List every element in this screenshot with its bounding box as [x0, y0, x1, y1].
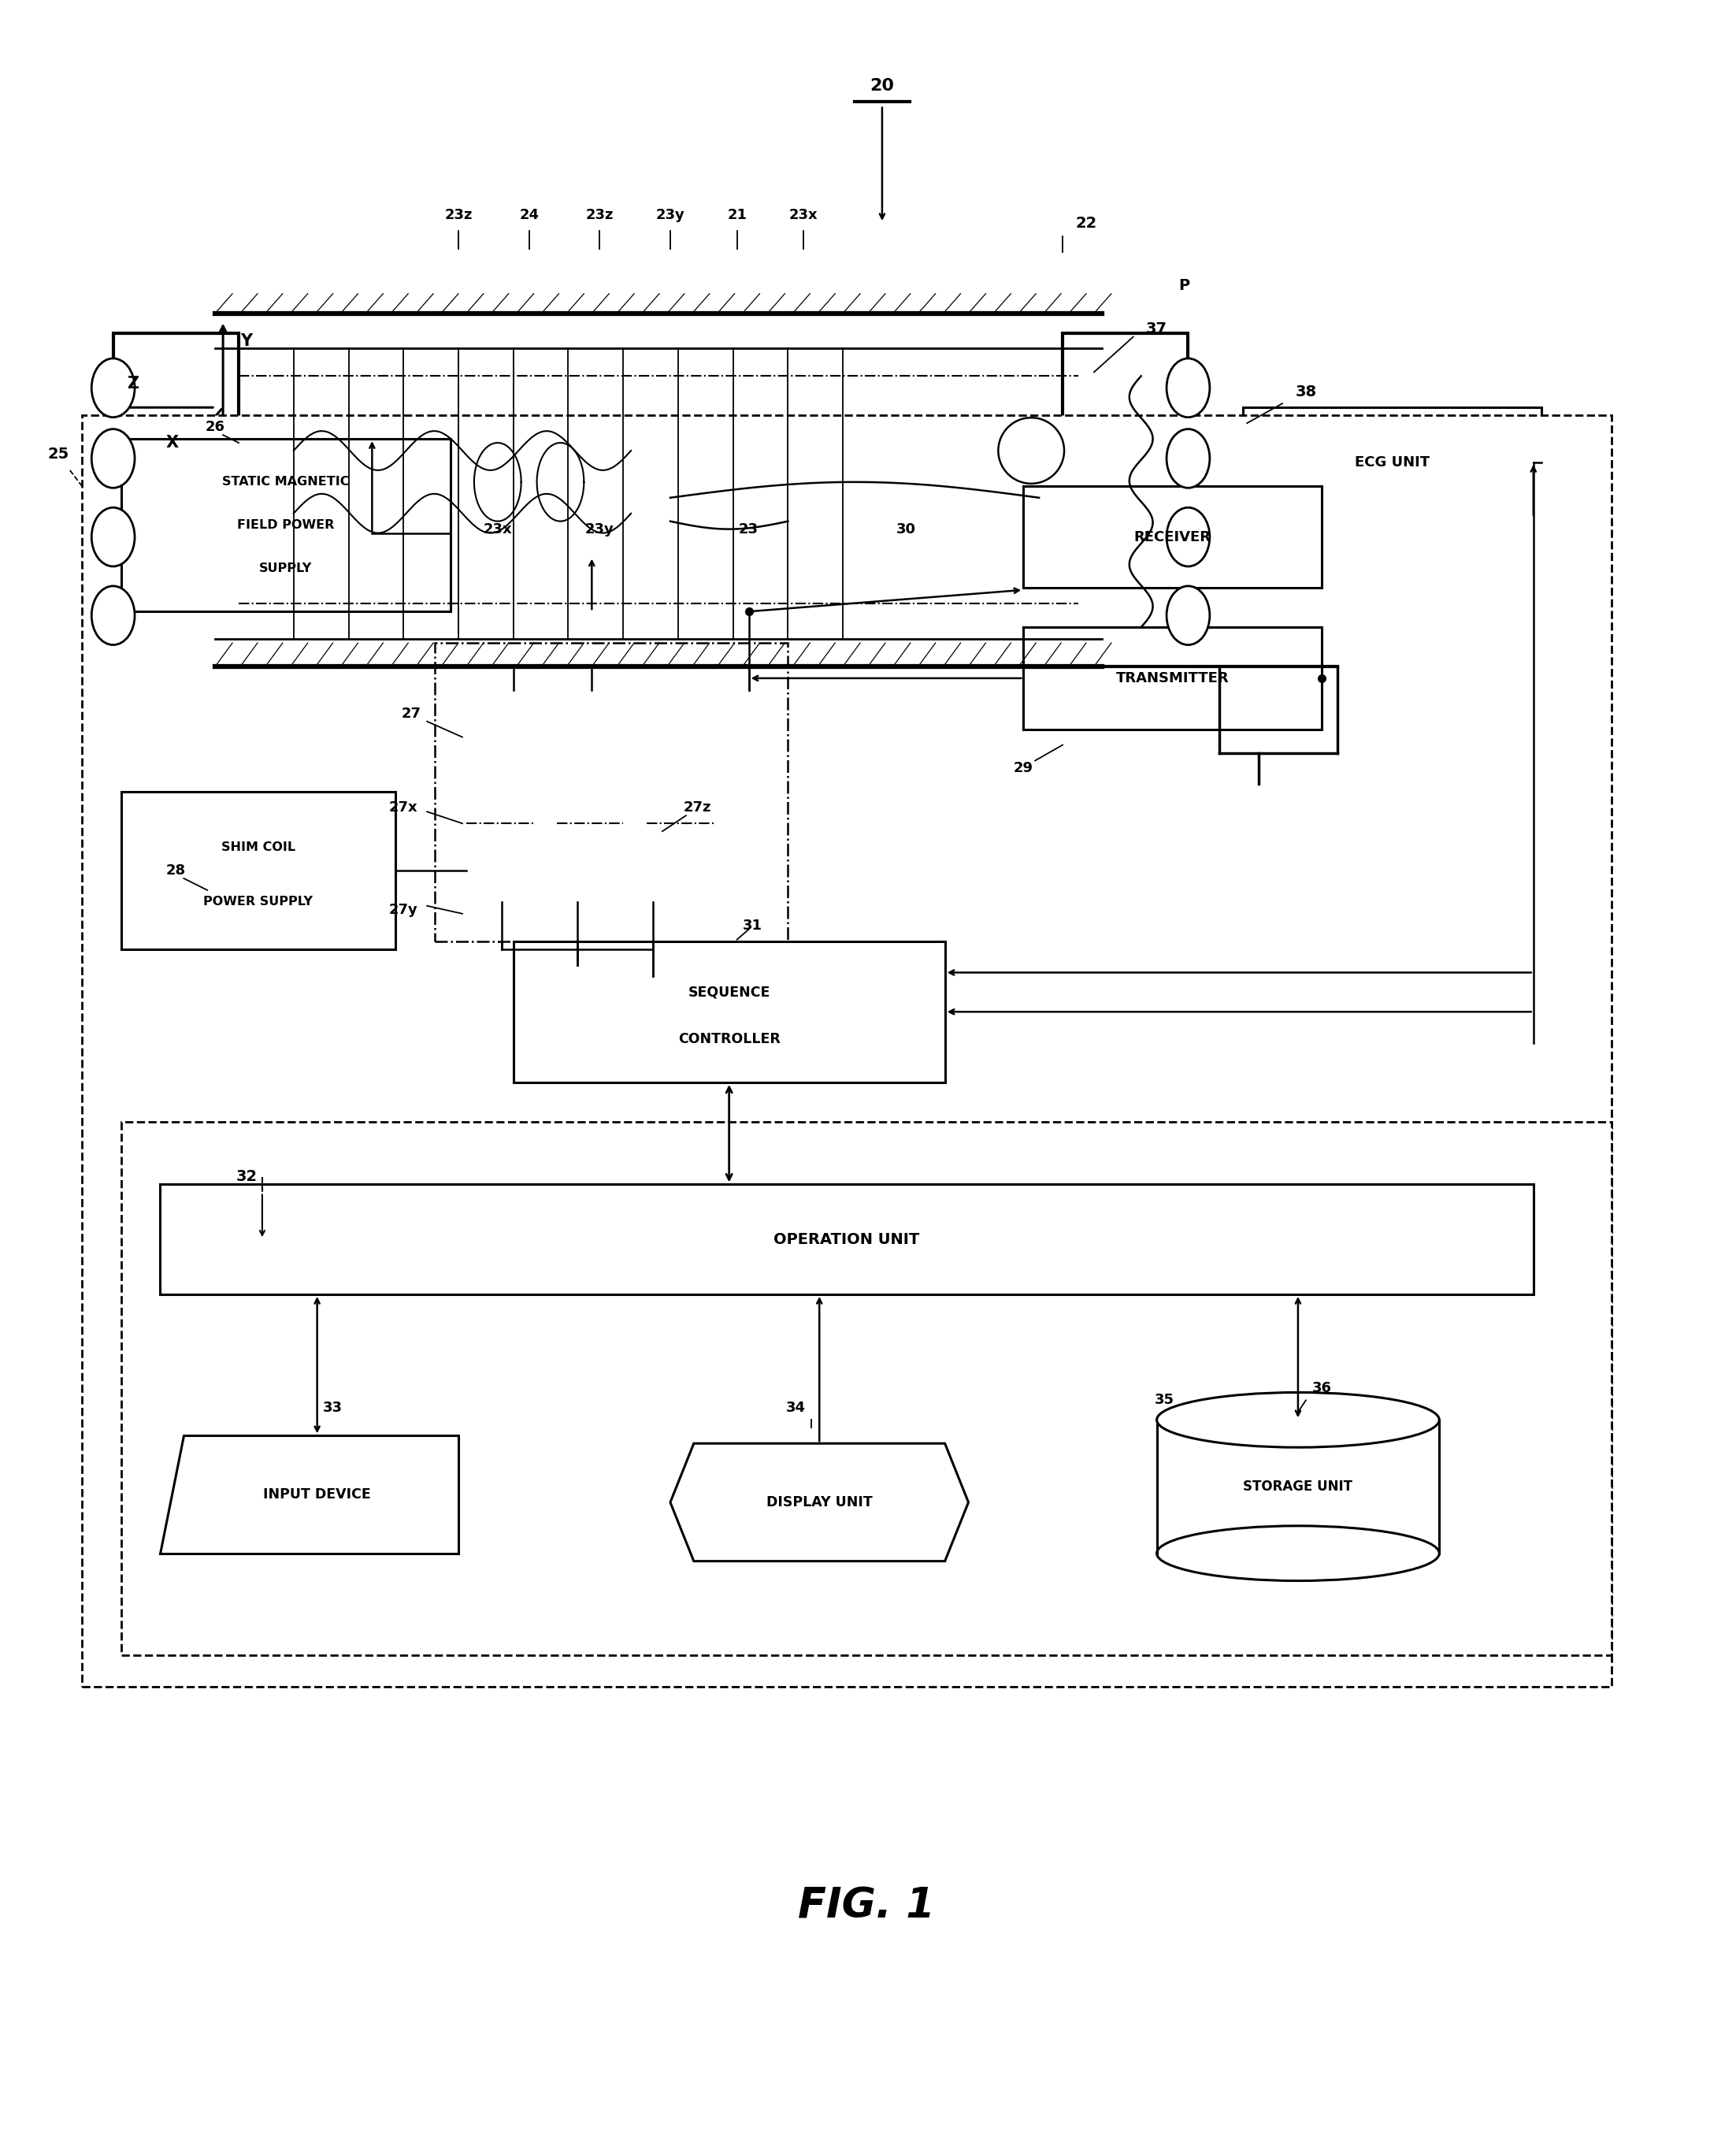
Text: 24: 24 [519, 208, 538, 223]
Text: 27z: 27z [684, 800, 712, 815]
Bar [82, 416, 1613, 1687]
Text: 20: 20 [870, 77, 894, 94]
Text: 34: 34 [786, 1401, 806, 1414]
Text: STATIC MAGNETIC: STATIC MAGNETIC [222, 476, 349, 487]
Text: SHIM COIL: SHIM COIL [220, 841, 295, 852]
Text: ECG UNIT: ECG UNIT [1354, 455, 1430, 470]
Text: FIELD POWER: FIELD POWER [238, 519, 335, 530]
Bar [396, 438, 451, 564]
Polygon shape [160, 1436, 458, 1554]
Bar [122, 1122, 1613, 1655]
Text: 23z: 23z [444, 208, 472, 223]
Text: 33: 33 [323, 1401, 342, 1414]
Bar [434, 644, 788, 942]
Text: 36: 36 [1312, 1382, 1332, 1395]
Bar [160, 1185, 1533, 1294]
Text: 32: 32 [236, 1170, 257, 1185]
Text: 21: 21 [727, 208, 746, 223]
Text: Z: Z [127, 376, 139, 393]
Bar [1243, 408, 1542, 517]
Text: 25: 25 [47, 446, 69, 461]
Text: 27: 27 [401, 706, 422, 721]
Bar [1062, 333, 1187, 646]
Text: DISPLAY UNIT: DISPLAY UNIT [766, 1496, 873, 1509]
Bar [648, 721, 713, 901]
Text: INPUT DEVICE: INPUT DEVICE [264, 1487, 372, 1502]
Text: 23y: 23y [585, 521, 615, 536]
Text: 37: 37 [1146, 322, 1167, 337]
Bar [1023, 485, 1321, 588]
Bar [325, 438, 380, 564]
Ellipse shape [92, 586, 135, 646]
Bar [1203, 781, 1321, 807]
Text: 23x: 23x [790, 208, 818, 223]
Text: POWER SUPPLY: POWER SUPPLY [203, 897, 312, 908]
Bar [467, 438, 521, 485]
Text: TRANSMITTER: TRANSMITTER [1116, 672, 1229, 685]
Text: SUPPLY: SUPPLY [259, 562, 312, 575]
Text: 26: 26 [205, 421, 226, 433]
Text: 31: 31 [743, 918, 762, 934]
Text: SEQUENCE: SEQUENCE [687, 985, 771, 1000]
Ellipse shape [1167, 358, 1210, 416]
Bar [467, 438, 521, 564]
Polygon shape [670, 1444, 969, 1560]
Bar [113, 333, 238, 646]
Text: 35: 35 [1154, 1393, 1175, 1408]
Text: X: X [165, 436, 179, 451]
Text: 22: 22 [1075, 215, 1097, 230]
Bar [122, 792, 396, 949]
Text: CONTROLLER: CONTROLLER [679, 1032, 779, 1047]
Text: 23y: 23y [656, 208, 684, 223]
Text: 30: 30 [896, 521, 915, 536]
Bar [122, 438, 451, 612]
Ellipse shape [1156, 1393, 1439, 1446]
Text: P: P [1179, 279, 1189, 294]
Text: Y: Y [241, 333, 252, 348]
Text: 27y: 27y [389, 903, 418, 916]
Text: 23: 23 [740, 521, 759, 536]
Ellipse shape [1167, 429, 1210, 487]
Ellipse shape [92, 358, 135, 416]
Text: 29: 29 [1014, 762, 1033, 775]
Ellipse shape [92, 506, 135, 567]
Text: FIG. 1: FIG. 1 [799, 1886, 936, 1927]
Text: 23x: 23x [483, 521, 512, 536]
Text: 27x: 27x [389, 800, 418, 815]
Text: 28: 28 [167, 863, 186, 878]
Ellipse shape [1167, 506, 1210, 567]
Ellipse shape [1156, 1526, 1439, 1582]
Text: STORAGE UNIT: STORAGE UNIT [1243, 1479, 1352, 1494]
Ellipse shape [1167, 586, 1210, 646]
Text: OPERATION UNIT: OPERATION UNIT [774, 1232, 920, 1247]
Ellipse shape [92, 429, 135, 487]
Bar [557, 721, 623, 901]
Bar [514, 942, 944, 1082]
Text: RECEIVER: RECEIVER [1134, 530, 1212, 545]
Text: 38: 38 [1295, 384, 1316, 399]
Text: 23z: 23z [585, 208, 613, 223]
Bar [467, 721, 533, 901]
Bar [1023, 627, 1321, 730]
Bar [325, 438, 380, 485]
Bar [396, 438, 451, 485]
